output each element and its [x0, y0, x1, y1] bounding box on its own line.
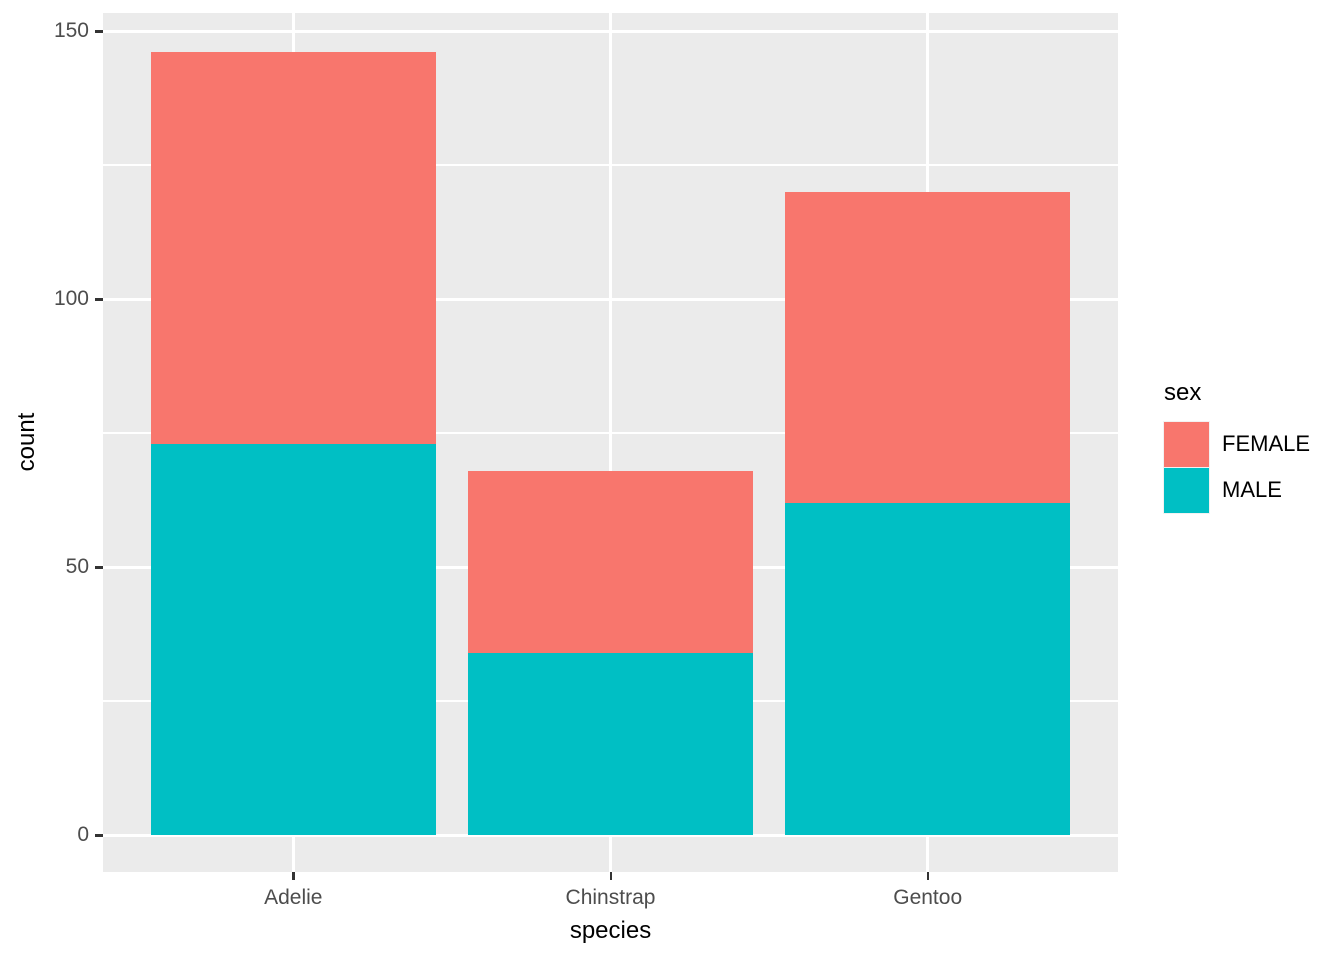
plot-panel	[103, 13, 1118, 872]
y-axis-tick-label: 150	[53, 19, 89, 42]
legend-items: FEMALE MALE	[1164, 421, 1310, 513]
bar-segment	[467, 652, 754, 835]
y-axis-tick-label: 50	[65, 555, 89, 578]
legend-item: MALE	[1164, 467, 1310, 513]
legend-title: sex	[1164, 379, 1202, 406]
legend-swatch	[1164, 467, 1209, 513]
y-axis-tick	[95, 298, 103, 301]
x-axis-tick	[926, 872, 930, 880]
x-axis-title: species	[569, 917, 652, 944]
y-axis-tick-label: 100	[53, 287, 89, 310]
bar-segment	[150, 443, 437, 835]
x-axis-tick	[292, 872, 295, 880]
bar-segment	[150, 52, 437, 444]
y-axis-tick-label: 0	[77, 823, 89, 846]
bar-segment	[467, 470, 754, 653]
legend-item: FEMALE	[1164, 421, 1310, 467]
bar-segment	[784, 191, 1071, 503]
x-axis-tick-label: Gentoo	[893, 886, 963, 909]
x-axis-tick-label: Adelie	[264, 886, 323, 909]
y-axis-tick	[95, 30, 103, 33]
gridline-vertical	[609, 13, 612, 872]
bar-segment	[784, 502, 1071, 835]
y-axis-tick	[95, 566, 103, 569]
legend: sex FEMALE MALE	[1164, 379, 1310, 513]
legend-item-label: FEMALE	[1222, 431, 1311, 456]
x-axis-tick	[609, 872, 612, 880]
legend-swatch	[1164, 421, 1209, 467]
x-axis-tick-label: Chinstrap	[565, 886, 656, 909]
y-axis-title-text: count	[13, 412, 40, 472]
y-axis-tick	[95, 834, 103, 837]
legend-item-label: MALE	[1222, 477, 1282, 502]
